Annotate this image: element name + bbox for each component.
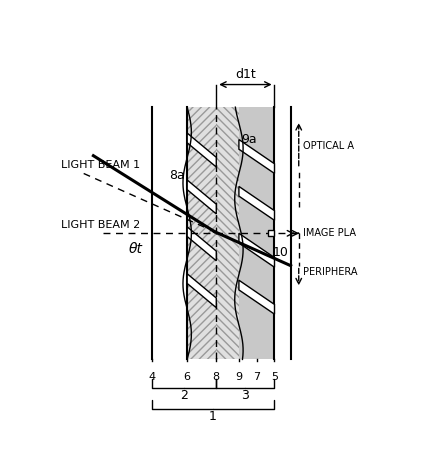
Text: 5: 5	[271, 372, 278, 383]
Polygon shape	[187, 133, 216, 167]
Text: θt: θt	[129, 243, 143, 256]
Text: LIGHT BEAM 1: LIGHT BEAM 1	[61, 160, 140, 170]
Text: 8: 8	[213, 372, 220, 383]
Text: 10: 10	[273, 246, 289, 259]
Text: 7: 7	[253, 372, 260, 383]
Bar	[239, 107, 274, 359]
Text: PERIPHERA: PERIPHERA	[303, 267, 357, 277]
Text: OPTICAL A: OPTICAL A	[303, 141, 354, 151]
Polygon shape	[187, 274, 216, 308]
Polygon shape	[187, 227, 216, 261]
Text: 2: 2	[180, 389, 188, 402]
Text: 3: 3	[241, 389, 249, 402]
Text: 6: 6	[184, 372, 191, 383]
Text: 9: 9	[235, 372, 243, 383]
Text: LIGHT BEAM 2: LIGHT BEAM 2	[61, 220, 140, 230]
Text: 1: 1	[209, 410, 217, 423]
Text: IMAGE PLA: IMAGE PLA	[303, 228, 356, 238]
Bar	[216, 107, 239, 359]
Bar	[268, 231, 274, 236]
Text: 9a: 9a	[241, 133, 257, 146]
Polygon shape	[239, 186, 274, 220]
Polygon shape	[187, 180, 216, 214]
Polygon shape	[239, 233, 274, 267]
Polygon shape	[239, 140, 274, 173]
Text: d1t: d1t	[235, 67, 256, 81]
Text: 8a: 8a	[169, 169, 184, 182]
Bar	[187, 107, 216, 359]
Polygon shape	[239, 280, 274, 314]
Text: 4: 4	[148, 372, 155, 383]
